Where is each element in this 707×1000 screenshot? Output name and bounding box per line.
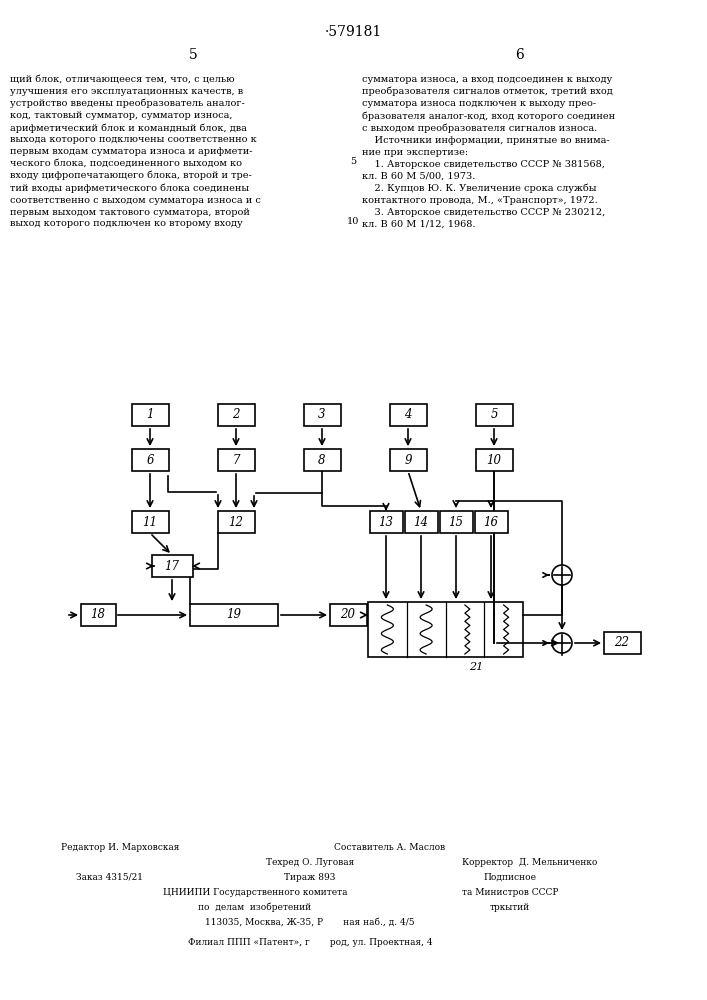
Text: та Министров СССР: та Министров СССР xyxy=(462,888,559,897)
Text: 13: 13 xyxy=(378,516,394,528)
Circle shape xyxy=(552,565,572,585)
Bar xyxy=(218,449,255,471)
Text: 17: 17 xyxy=(165,560,180,572)
Text: 20: 20 xyxy=(341,608,356,621)
Text: 113035, Москва, Ж-35, Р       ная наб., д. 4/5: 113035, Москва, Ж-35, Р ная наб., д. 4/5 xyxy=(205,918,415,927)
Text: ЦНИИПИ Государственного комитета: ЦНИИПИ Государственного комитета xyxy=(163,888,347,897)
Text: 10: 10 xyxy=(486,454,501,466)
Bar xyxy=(151,555,192,577)
Bar xyxy=(476,449,513,471)
Bar xyxy=(132,511,168,533)
Bar xyxy=(132,449,168,471)
Text: 22: 22 xyxy=(614,637,629,650)
Text: Составитель А. Маслов: Составитель А. Маслов xyxy=(334,843,445,852)
Text: 5: 5 xyxy=(189,48,197,62)
Circle shape xyxy=(552,633,572,653)
Text: 8: 8 xyxy=(318,454,326,466)
Text: Заказ 4315/21: Заказ 4315/21 xyxy=(76,873,144,882)
Text: 12: 12 xyxy=(228,516,243,528)
Bar xyxy=(303,404,341,426)
Text: 18: 18 xyxy=(90,608,105,621)
Text: Корректор  Д. Мельниченко: Корректор Д. Мельниченко xyxy=(462,858,597,867)
Bar xyxy=(218,404,255,426)
Bar xyxy=(303,449,341,471)
Text: 6: 6 xyxy=(515,48,525,62)
Bar xyxy=(390,449,426,471)
Text: 10: 10 xyxy=(347,218,359,227)
Text: 9: 9 xyxy=(404,454,411,466)
Text: 16: 16 xyxy=(484,516,498,528)
Text: щий блок, отличающееся тем, что, с целью
улучшения его эксплуатационных качеств,: щий блок, отличающееся тем, что, с целью… xyxy=(10,75,261,228)
Text: Тираж 893: Тираж 893 xyxy=(284,873,336,882)
Text: 3: 3 xyxy=(318,408,326,422)
Text: 15: 15 xyxy=(448,516,464,528)
Text: 19: 19 xyxy=(226,608,242,621)
Text: по  делам  изобретений: по делам изобретений xyxy=(199,903,312,912)
Text: 7: 7 xyxy=(233,454,240,466)
Text: 5: 5 xyxy=(490,408,498,422)
Bar xyxy=(440,511,472,533)
Text: сумматора износа, а вход подсоединен к выходу
преобразователя сигналов отметок, : сумматора износа, а вход подсоединен к в… xyxy=(362,75,615,228)
Bar xyxy=(404,511,438,533)
Text: 14: 14 xyxy=(414,516,428,528)
Text: 5: 5 xyxy=(350,157,356,166)
Bar xyxy=(218,511,255,533)
Bar xyxy=(474,511,508,533)
Bar xyxy=(476,404,513,426)
Bar xyxy=(390,404,426,426)
Bar xyxy=(370,511,402,533)
Bar xyxy=(604,632,641,654)
Text: Редактор И. Марховская: Редактор И. Марховская xyxy=(61,843,179,852)
Text: тркытий: тркытий xyxy=(490,903,530,912)
Text: 21: 21 xyxy=(469,662,484,672)
Bar xyxy=(368,602,523,657)
Bar xyxy=(81,604,115,626)
Text: 2: 2 xyxy=(233,408,240,422)
Bar xyxy=(132,404,168,426)
Bar xyxy=(329,604,366,626)
Text: 11: 11 xyxy=(143,516,158,528)
Text: 1: 1 xyxy=(146,408,153,422)
Text: Подписное: Подписное xyxy=(484,873,537,882)
Bar xyxy=(190,604,278,626)
Text: Техред О. Луговая: Техред О. Луговая xyxy=(266,858,354,867)
Text: ·579181: ·579181 xyxy=(325,25,382,39)
Text: Филиал ППП «Патент», г       род, ул. Проектная, 4: Филиал ППП «Патент», г род, ул. Проектна… xyxy=(187,938,432,947)
Text: 6: 6 xyxy=(146,454,153,466)
Text: 4: 4 xyxy=(404,408,411,422)
